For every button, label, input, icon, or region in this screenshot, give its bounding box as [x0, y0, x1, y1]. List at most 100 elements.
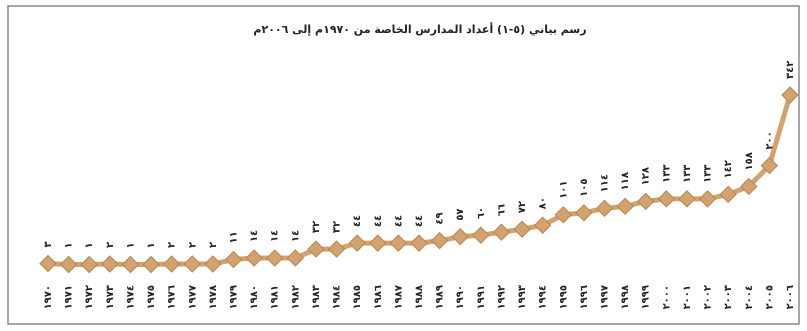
x-tick-label: ١٩٧٨	[208, 285, 219, 309]
data-label: ١	[146, 242, 157, 248]
x-tick-label: ١٩٧٩	[229, 285, 240, 309]
data-point	[307, 240, 325, 258]
data-label: ١	[84, 242, 95, 248]
x-tick-label: ١٩٩٠	[455, 285, 466, 309]
data-label: ٤٩	[435, 212, 446, 224]
data-point	[719, 185, 737, 204]
x-tick-label: ٢٠٠١	[682, 285, 693, 309]
data-label: ١٤	[290, 230, 301, 242]
data-point	[348, 234, 366, 252]
data-label: ١	[125, 242, 136, 248]
data-point	[80, 255, 98, 274]
x-tick-label: ١٩٧٤	[125, 285, 136, 309]
data-label: ٤٤	[352, 215, 363, 227]
data-label: ٤٤	[373, 215, 384, 227]
data-label: ٣٢	[311, 221, 322, 233]
data-label: ٢٠٠	[764, 131, 775, 149]
data-point	[492, 223, 511, 241]
data-label: ١١٤	[600, 174, 611, 192]
data-point	[286, 249, 305, 267]
data-label: ٣٤٢	[785, 61, 796, 79]
data-point	[678, 190, 696, 208]
data-label: ١١٨	[620, 172, 631, 190]
x-tick-label: ٢٠٠٥	[764, 285, 775, 309]
data-label: ١٠١	[558, 180, 569, 198]
x-tick-label: ١٩٧٣	[105, 285, 116, 309]
data-label: ١٤	[270, 230, 281, 242]
data-point	[369, 234, 387, 252]
data-label: ١٥٨	[744, 152, 755, 170]
data-label: ١٠٥	[579, 178, 590, 196]
x-tick-label: ١٩٩٦	[579, 285, 590, 309]
data-label: ١٢٨	[641, 167, 652, 185]
data-point	[781, 86, 799, 104]
chart-title: رسم بياني (٥-١) أعداد المدارس الخاصة من …	[253, 22, 586, 36]
data-point	[245, 249, 263, 267]
x-tick-label: ٢٠٠٤	[744, 285, 755, 309]
x-tick-label: ١٩٨٤	[332, 285, 343, 309]
data-point	[204, 255, 222, 273]
x-tick-label: ١٩٩٨	[620, 285, 631, 309]
data-point	[39, 254, 57, 273]
x-tick-label: ١٩٩١	[476, 285, 487, 309]
x-tick-label: ١٩٩٥	[558, 285, 569, 309]
data-label: ٧٢	[517, 201, 528, 213]
x-tick-label: ١٩٨٧	[393, 285, 404, 309]
x-tick-label: ١٩٧١	[64, 285, 75, 309]
x-tick-label: ١٩٩٩	[641, 285, 652, 309]
data-label: ٤٤	[414, 215, 425, 227]
data-point	[430, 231, 449, 250]
data-point	[513, 220, 531, 238]
x-tick-label: ١٩٨٠	[249, 285, 260, 309]
data-label: ١٤٢	[723, 160, 734, 178]
data-point	[183, 255, 201, 273]
data-point	[224, 250, 243, 269]
x-tick-label: ١٩٩٤	[538, 285, 549, 309]
data-label: ١٣٣	[682, 165, 693, 183]
x-tick-label: ١٩٩٧	[600, 285, 611, 309]
data-label: ٢	[187, 242, 198, 248]
data-label: ٨٠	[538, 197, 549, 209]
data-point	[327, 240, 346, 258]
data-point	[142, 255, 160, 274]
chart-frame	[7, 5, 800, 325]
data-point	[451, 227, 469, 246]
x-tick-label: ١٩٧٥	[146, 285, 157, 309]
data-point	[637, 192, 655, 211]
data-label: ٣	[43, 241, 54, 247]
x-tick-label: ٢٠٠٦	[785, 285, 796, 309]
data-label: ١١	[229, 231, 240, 243]
data-label: ٢	[208, 242, 219, 248]
x-tick-label: ١٩٧٦	[167, 285, 178, 309]
data-point	[698, 190, 717, 208]
x-tick-label: ١٩٩٣	[517, 285, 528, 309]
data-point	[101, 255, 119, 273]
data-point	[533, 216, 552, 234]
data-point	[616, 197, 634, 216]
data-point	[410, 234, 428, 252]
data-label: ١	[64, 242, 75, 248]
data-label: ٣٢	[332, 221, 343, 233]
x-tick-label: ١٩٧٧	[187, 285, 198, 309]
x-tick-label: ٢٠٠٣	[723, 285, 734, 309]
x-tick-label: ١٩٩٢	[496, 285, 507, 309]
data-label: ١٤	[249, 230, 260, 242]
x-tick-label: ١٩٧٠	[43, 285, 54, 309]
data-label: ١٣٣	[661, 165, 672, 183]
x-tick-label: ١٩٨٨	[414, 285, 425, 309]
data-label: ٢	[105, 242, 116, 248]
data-point	[760, 156, 779, 175]
data-label: ٢	[167, 242, 178, 248]
x-tick-label: ١٩٨٢	[290, 285, 301, 309]
data-point	[554, 206, 572, 224]
data-point	[472, 226, 490, 244]
data-point	[575, 204, 593, 222]
x-tick-label: ١٩٨٥	[352, 285, 363, 309]
data-point	[740, 177, 758, 196]
x-tick-label: ١٩٧٢	[84, 285, 95, 309]
x-tick-label: ٢٠٠٢	[703, 285, 714, 309]
data-label: ١٣٣	[703, 165, 714, 183]
x-tick-label: ١٩٨١	[270, 285, 281, 309]
